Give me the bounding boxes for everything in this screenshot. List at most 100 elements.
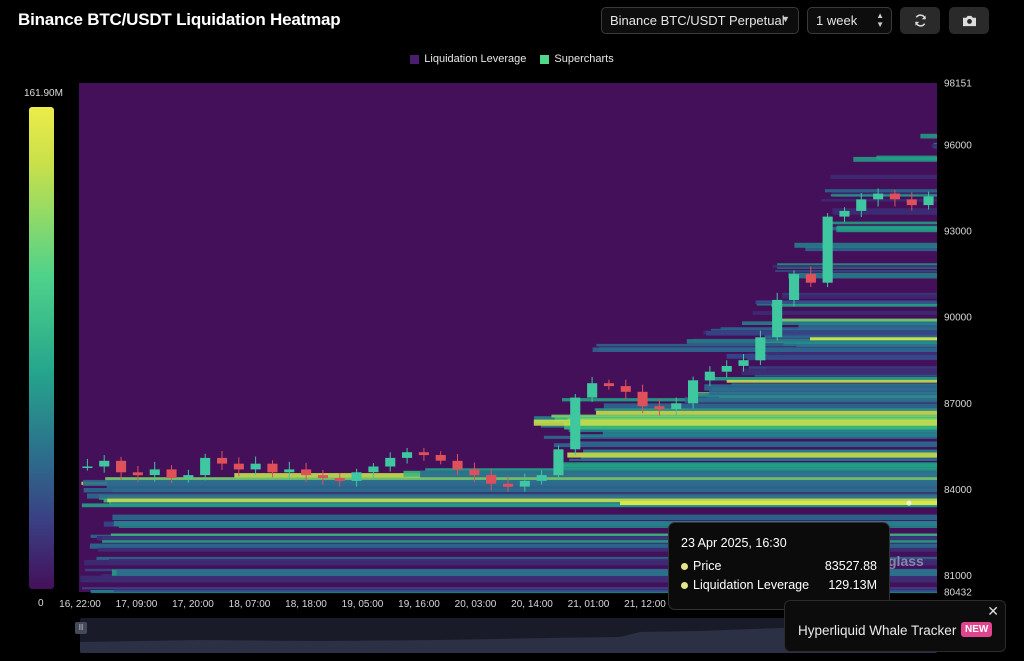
price-candle: [721, 366, 732, 372]
price-candle: [149, 469, 160, 476]
liquidation-band: [931, 144, 937, 148]
price-candle: [603, 383, 614, 387]
liquidation-band: [772, 264, 937, 268]
x-tick-label: 20, 14:00: [511, 599, 553, 610]
navigator-sparkline: [80, 623, 937, 653]
y-tick-label: 80432: [944, 588, 972, 599]
liquidation-band: [553, 443, 937, 448]
liquidation-band: [116, 569, 938, 576]
y-tick-label: 98151: [944, 79, 972, 90]
liquidation-band: [836, 226, 937, 233]
liquidation-band: [709, 389, 937, 395]
liquidation-band: [84, 559, 937, 566]
liquidation-band: [782, 292, 937, 299]
price-candle: [99, 460, 110, 467]
liquidation-band: [831, 191, 937, 195]
chart-legend: Liquidation Leverage Supercharts: [0, 53, 1024, 65]
price-candle: [738, 360, 749, 366]
liquidation-band: [567, 452, 937, 458]
liquidation-band: [569, 458, 937, 461]
range-select-value: 1 week: [816, 13, 858, 28]
liquidation-band: [775, 270, 937, 272]
liquidation-band: [113, 520, 938, 527]
price-candle: [637, 391, 648, 407]
price-candle: [469, 469, 480, 476]
x-tick-label: 18, 18:00: [285, 599, 327, 610]
hover-marker: [906, 500, 912, 506]
price-candle: [351, 472, 362, 481]
chart-tooltip: 23 Apr 2025, 16:30 Price 83527.88 Liquid…: [668, 522, 890, 610]
liquidation-band: [853, 156, 937, 162]
liquidation-band: [726, 353, 937, 359]
tooltip-row-label: Price: [693, 559, 722, 573]
camera-button[interactable]: [949, 7, 989, 34]
legend-swatch: [540, 54, 550, 64]
liquidation-band: [109, 558, 937, 562]
x-tick-label: 20, 03:00: [455, 599, 497, 610]
y-tick-label: 87000: [944, 399, 972, 410]
liquidation-band: [533, 419, 937, 426]
x-tick-label: 18, 07:00: [229, 599, 271, 610]
refresh-button[interactable]: [900, 7, 940, 34]
price-candle: [889, 193, 900, 200]
legend-item[interactable]: Liquidation Leverage: [410, 53, 526, 65]
price-candle: [688, 380, 699, 404]
liquidation-band: [742, 321, 937, 325]
liquidation-band: [83, 488, 937, 493]
liquidation-band-strong: [810, 337, 937, 341]
price-candle: [519, 480, 530, 487]
liquidation-band: [96, 556, 937, 560]
price-candle: [822, 216, 833, 283]
price-candle: [772, 299, 783, 338]
price-candle: [317, 475, 328, 478]
price-candle: [452, 460, 463, 470]
x-tick-label: 19, 05:00: [342, 599, 384, 610]
legend-item[interactable]: Supercharts: [540, 53, 614, 65]
price-candle: [250, 463, 261, 470]
liquidation-band: [741, 368, 937, 376]
liquidation-band: [720, 327, 937, 330]
price-candle: [789, 274, 800, 300]
whale-tracker-promo[interactable]: Hyperliquid Whale Tracker NEW ✕: [784, 600, 1006, 652]
price-candle: [435, 455, 446, 461]
liquidation-band-strong: [620, 501, 937, 505]
price-candle: [620, 386, 631, 392]
y-tick-label: 93000: [944, 227, 972, 238]
y-tick-label: 84000: [944, 485, 972, 496]
liquidation-band: [805, 246, 937, 252]
legend-swatch: [410, 54, 420, 64]
pause-icon[interactable]: II: [75, 622, 87, 634]
liquidation-band: [567, 418, 937, 421]
price-candle: [654, 406, 665, 410]
tooltip-row: Price 83527.88: [681, 559, 877, 573]
y-tick-label: 81000: [944, 571, 972, 582]
promo-text: Hyperliquid Whale Tracker: [798, 623, 957, 638]
colorbar-min-label: 0: [38, 598, 44, 609]
range-select[interactable]: 1 week ▲ ▼: [807, 7, 892, 34]
liquidation-band: [726, 379, 937, 383]
tooltip-row-value: 83527.88: [824, 559, 877, 573]
camera-icon: [962, 15, 976, 27]
liquidation-band: [594, 408, 937, 411]
liquidation-band: [830, 174, 937, 179]
close-icon[interactable]: ✕: [987, 603, 999, 619]
liquidation-band: [686, 339, 937, 344]
liquidation-band: [603, 403, 937, 410]
price-candle: [116, 460, 127, 473]
colorbar-max-label: 161.90M: [24, 88, 63, 99]
liquidation-band: [551, 414, 937, 418]
pair-select[interactable]: Binance BTC/USDT Perpetual ▼: [601, 7, 799, 34]
refresh-icon: [914, 14, 926, 27]
liquidation-band: [575, 434, 937, 437]
price-candle: [402, 452, 413, 458]
price-candle: [200, 457, 211, 476]
tooltip-row: Liquidation Leverage 129.13M: [681, 578, 877, 592]
price-candle: [755, 337, 766, 361]
liquidation-band: [704, 377, 937, 381]
liquidation-band: [113, 589, 938, 592]
liquidation-band: [767, 351, 937, 356]
price-candle: [570, 397, 581, 450]
liquidation-band: [821, 198, 937, 202]
liquidation-band: [83, 479, 937, 487]
